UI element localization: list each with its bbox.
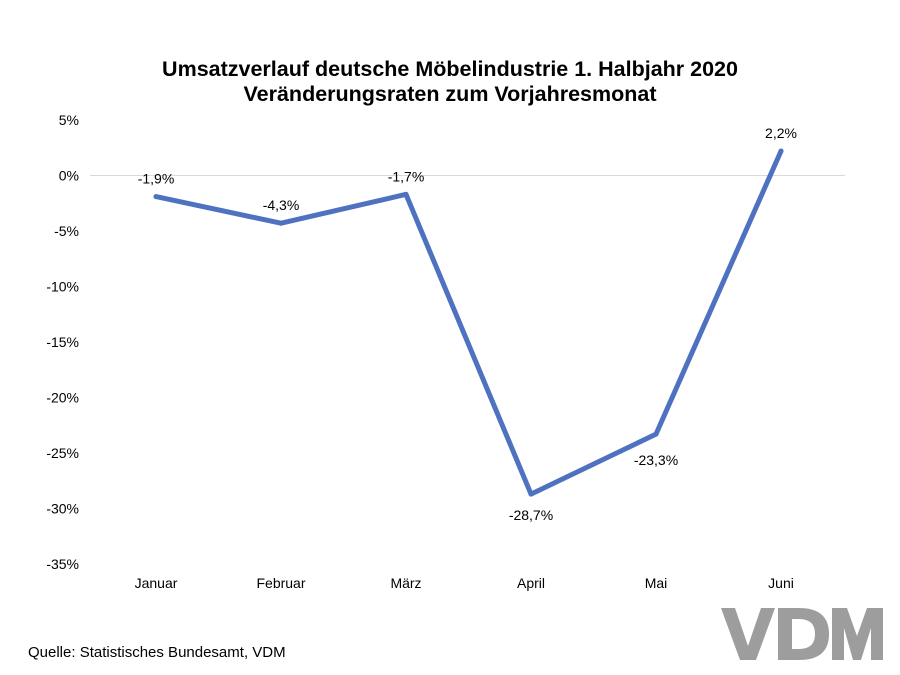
y-tick-label: 5% [59, 112, 79, 128]
data-label: 2,2% [765, 125, 797, 141]
data-label: -28,7% [509, 507, 553, 523]
data-label: -4,3% [263, 197, 300, 213]
data-label: -23,3% [634, 452, 678, 468]
x-tick-label: Mai [645, 575, 668, 591]
x-tick-label: April [517, 575, 545, 591]
chart-subtitle: Veränderungsraten zum Vorjahresmonat [244, 82, 657, 106]
y-tick-label: -25% [46, 445, 79, 461]
data-point [153, 194, 159, 200]
source-note: Quelle: Statistisches Bundesamt, VDM [28, 644, 286, 661]
x-tick-label: Januar [135, 575, 178, 591]
data-point [778, 148, 784, 154]
data-point [278, 220, 284, 226]
x-tick-label: Februar [256, 575, 305, 591]
y-tick-label: -5% [54, 223, 79, 239]
y-tick-label: -35% [46, 556, 79, 572]
data-label: -1,7% [388, 168, 425, 184]
series-line [153, 148, 784, 497]
data-point [403, 191, 409, 197]
y-tick-label: -20% [46, 390, 79, 406]
y-tick-label: 0% [59, 168, 79, 184]
data-label: -1,9% [138, 171, 175, 187]
x-tick-label: März [390, 575, 421, 591]
data-point [528, 491, 534, 497]
y-tick-label: -30% [46, 501, 79, 517]
x-tick-label: Juni [768, 575, 794, 591]
y-tick-label: -10% [46, 279, 79, 295]
data-point [653, 431, 659, 437]
vdm-logo [721, 608, 883, 660]
chart-title: Umsatzverlauf deutsche Möbelindustrie 1.… [162, 57, 738, 81]
y-tick-label: -15% [46, 334, 79, 350]
